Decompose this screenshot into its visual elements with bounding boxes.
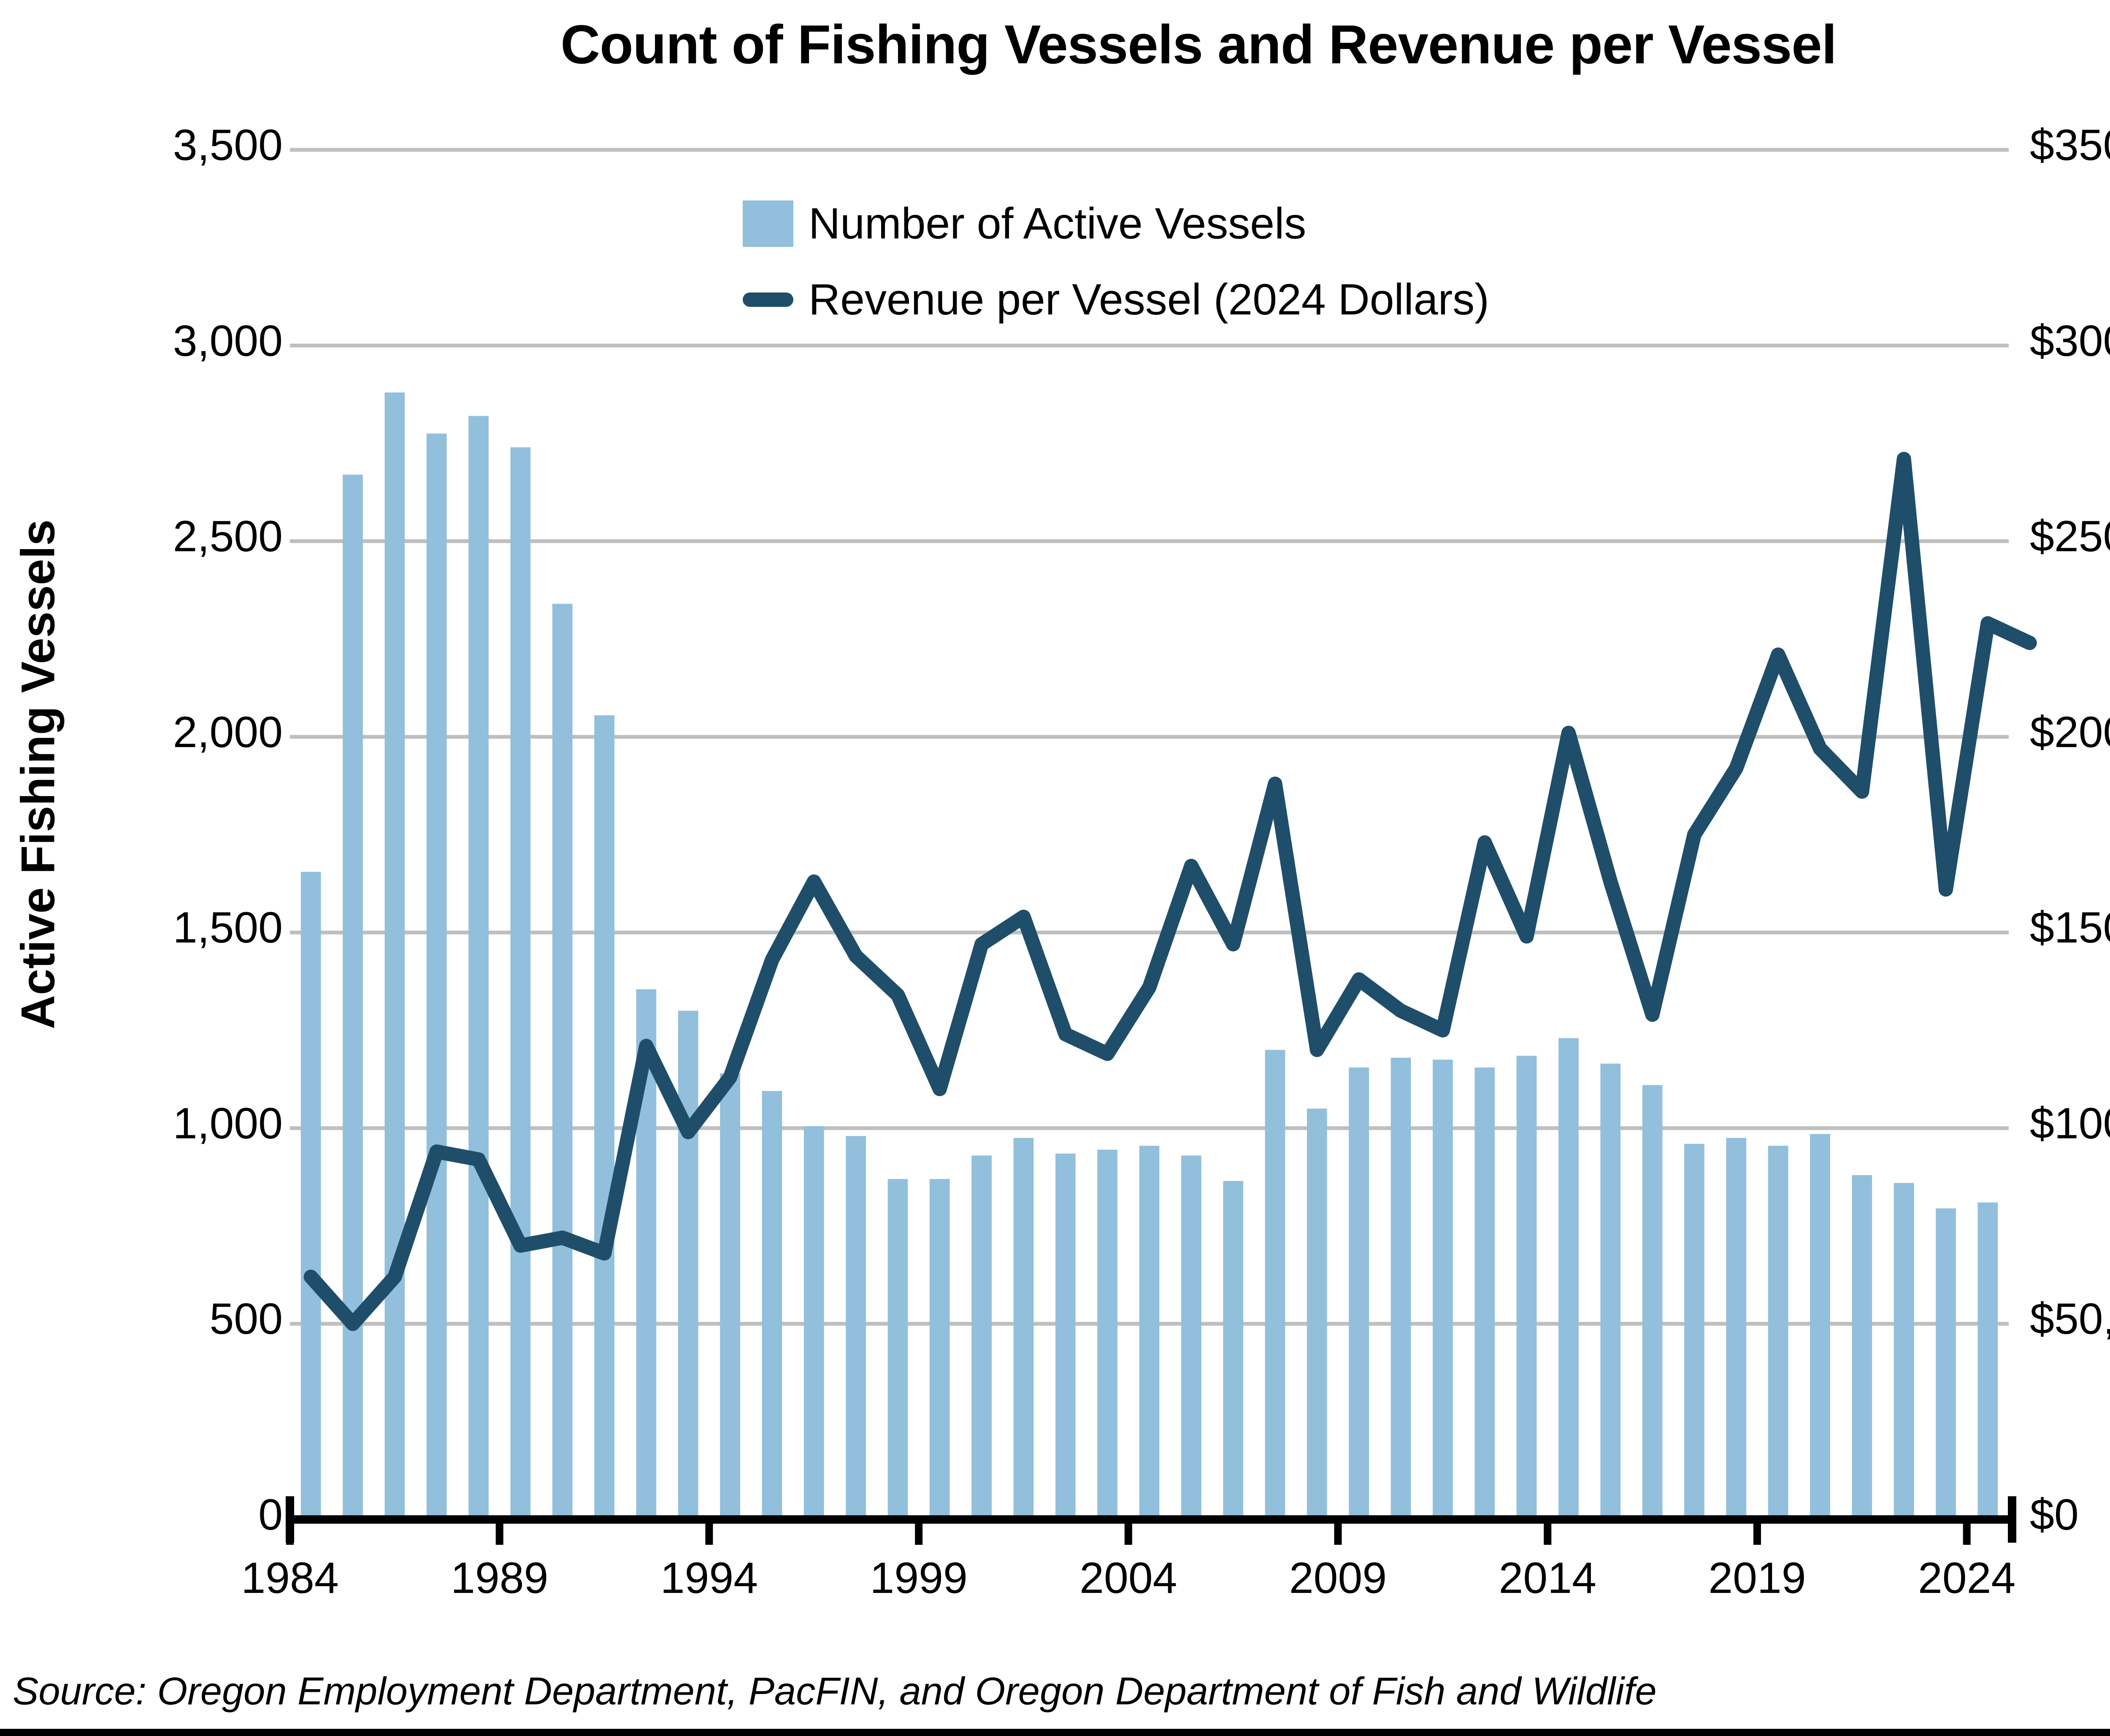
x-axis-tick-label-2004: 2004 (1079, 1554, 1177, 1603)
x-axis-tick-label-1989: 1989 (451, 1554, 549, 1603)
y-axis-right-tick-label: $50,000 (2030, 1295, 2110, 1344)
bar-1991 (594, 715, 614, 1519)
x-tick-marks-group (286, 1519, 1971, 1545)
bar-2014 (1558, 1038, 1579, 1519)
bar-2016 (1642, 1085, 1663, 1519)
y-axis-right-tick-label: $0 (2030, 1490, 2079, 1539)
bar-2015 (1600, 1063, 1621, 1519)
x-axis-tick-label-1994: 1994 (660, 1554, 758, 1603)
chart-title: Count of Fishing Vessels and Revenue per… (560, 14, 1837, 75)
y-axis-left-tick-label: 500 (209, 1295, 283, 1344)
y-axis-right-tick-label: $350,000 (2030, 121, 2110, 170)
bars-group (300, 392, 1998, 1520)
bar-1984 (300, 872, 321, 1519)
bar-2022 (1894, 1183, 1914, 1519)
bar-1985 (343, 474, 363, 1519)
x-axis-tick-label-2019: 2019 (1708, 1554, 1806, 1603)
bar-2000 (971, 1155, 992, 1519)
bar-2004 (1139, 1146, 1160, 1519)
x-axis-tick-label-2014: 2014 (1499, 1554, 1596, 1603)
bar-2019 (1768, 1146, 1788, 1519)
legend-bar-label: Number of Active Vessels (809, 199, 1307, 248)
y-axis-left-tick-label: 1,000 (173, 1099, 283, 1148)
bar-1998 (887, 1179, 908, 1519)
bar-2002 (1055, 1154, 1076, 1519)
bar-2003 (1097, 1149, 1118, 1519)
bar-2009 (1349, 1067, 1369, 1519)
x-axis-tick-label-2009: 2009 (1289, 1554, 1387, 1603)
bar-1994 (720, 1073, 740, 1519)
y-axis-left-tick-label: 0 (258, 1490, 283, 1539)
bar-2012 (1474, 1067, 1495, 1519)
x-axis-tick-label-2024: 2024 (1918, 1554, 2016, 1603)
x-axis-tick-label-1999: 1999 (870, 1554, 968, 1603)
bar-1999 (929, 1179, 950, 1519)
bottom-divider (0, 1729, 2110, 1736)
bar-1988 (468, 416, 489, 1520)
bar-2011 (1433, 1059, 1453, 1519)
bar-1997 (846, 1136, 866, 1519)
bar-2020 (1810, 1134, 1830, 1519)
legend-line-swatch-icon (743, 292, 793, 307)
y-axis-left-tick-label: 2,500 (173, 512, 283, 561)
source-note: Source: Oregon Employment Department, Pa… (13, 1670, 1657, 1713)
bar-2008 (1307, 1108, 1327, 1519)
bar-2006 (1223, 1181, 1244, 1519)
y-axis-right-tick-label: $100,000 (2030, 1099, 2110, 1148)
bar-1990 (552, 604, 573, 1519)
y-axis-right-tick-label: $150,000 (2030, 903, 2110, 953)
legend-item-bars: Number of Active Vessels (743, 186, 1489, 262)
bar-2017 (1684, 1143, 1704, 1519)
y-axis-left-tick-label: 1,500 (173, 903, 283, 953)
legend-bar-swatch-icon (743, 200, 793, 247)
bar-2021 (1852, 1175, 1872, 1519)
y-axis-right-tick-label: $250,000 (2030, 512, 2110, 561)
y-axis-left-tick-label: 2,000 (173, 707, 283, 757)
bar-2024 (1977, 1202, 1998, 1519)
x-axis-tick-label-1984: 1984 (241, 1554, 339, 1603)
y-axis-left-tick-label: 3,000 (173, 316, 283, 366)
bar-1986 (384, 392, 405, 1519)
bar-1993 (678, 1010, 698, 1519)
bar-2001 (1013, 1138, 1034, 1519)
bar-2007 (1265, 1050, 1285, 1519)
y-axis-left-tick-label: 3,500 (173, 121, 283, 170)
bar-2010 (1390, 1057, 1411, 1519)
y-axis-right-tick-label: $300,000 (2030, 316, 2110, 366)
bar-2013 (1516, 1056, 1537, 1519)
bar-2018 (1726, 1138, 1747, 1519)
bar-1995 (762, 1091, 782, 1519)
legend-line-label: Revenue per Vessel (2024 Dollars) (809, 275, 1489, 324)
revenue-line-series (303, 452, 2037, 1331)
chart-legend: Number of Active Vessels Revenue per Ves… (743, 186, 1489, 338)
bar-1989 (510, 447, 531, 1520)
bar-1987 (426, 433, 447, 1519)
bar-2005 (1181, 1155, 1201, 1519)
bar-1996 (803, 1126, 824, 1519)
y-axis-right-tick-label: $200,000 (2030, 707, 2110, 757)
bar-2023 (1936, 1208, 1956, 1519)
legend-item-line: Revenue per Vessel (2024 Dollars) (743, 262, 1489, 338)
